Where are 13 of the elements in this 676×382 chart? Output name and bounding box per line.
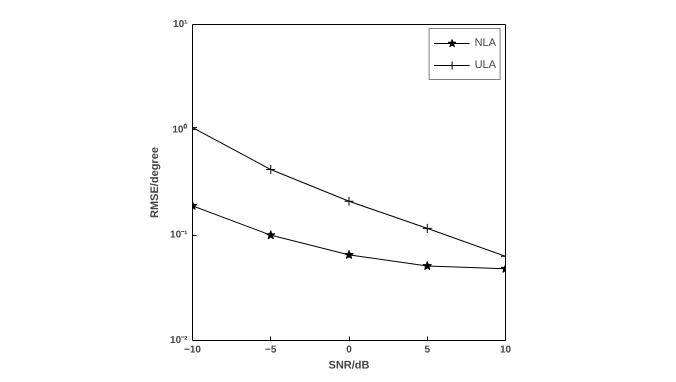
x-tick-label: 0 (346, 344, 352, 356)
x-axis-title: SNR/dB (328, 360, 370, 372)
x-tick-label: 5 (424, 344, 430, 356)
legend-label: ULA (474, 59, 496, 71)
y-tick-label: 10¹ (173, 19, 188, 30)
x-tick-label: −5 (265, 344, 277, 356)
x-tick-label: −10 (184, 344, 202, 356)
y-tick-label: 10⁰ (172, 123, 188, 136)
y-axis-title: RMSE/degree (149, 147, 162, 218)
x-tick-label: 10 (500, 344, 512, 356)
y-tick-label: 10⁻¹ (170, 230, 188, 241)
y-tick-label: 10⁻² (170, 335, 188, 346)
legend-label: NLA (474, 37, 496, 49)
